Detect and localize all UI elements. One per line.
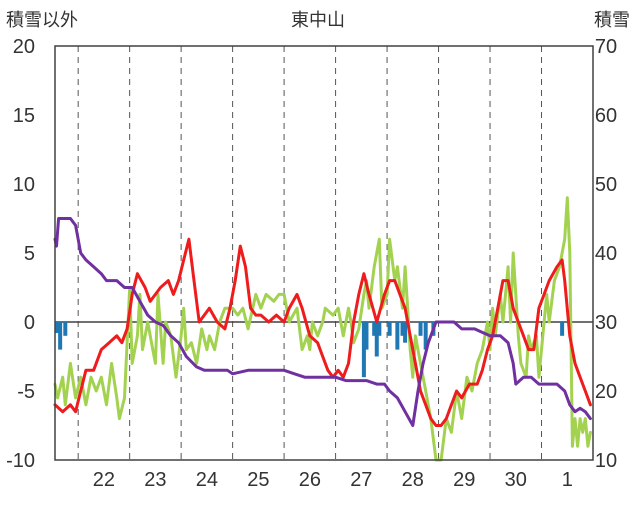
series-line-1 [53,196,592,462]
x-tick-label: 24 [196,469,218,491]
left-y-tick-label: 5 [24,243,35,265]
data-bar [372,322,377,336]
x-tick-label: 1 [562,469,573,491]
plot-frame-layer [54,45,594,461]
x-tick-label: 23 [144,469,166,491]
left-y-tick-label: -10 [6,450,35,472]
line-series-layer [53,196,592,462]
x-tick-label: 29 [453,469,475,491]
right-y-tick-label: 50 [595,174,617,196]
plot-frame [54,45,594,461]
left-y-tick-label: 20 [13,36,35,58]
x-tick-label: 22 [93,469,115,491]
left-y-tick-label: 0 [24,312,35,334]
data-bar [418,322,423,336]
x-tick-label: 25 [247,469,269,491]
right-y-tick-label: 30 [595,312,617,334]
data-bar [374,322,379,357]
data-bar [377,322,382,336]
series-line-3 [53,217,592,427]
data-bar [560,322,565,336]
left-y-tick-label: -5 [17,381,35,403]
grid-layer [55,46,593,460]
right-y-tick-label: 20 [595,381,617,403]
x-tick-label: 30 [505,469,527,491]
data-bar [63,322,68,336]
right-y-tick-label: 60 [595,105,617,127]
x-tick-label: 26 [299,469,321,491]
left-y-tick-label: 15 [13,105,35,127]
data-bar [423,322,428,350]
data-bar [400,322,405,336]
left-y-tick-label: 10 [13,174,35,196]
data-bar [58,322,63,350]
right-axis-label: 積雪 [594,10,630,30]
data-bar [403,322,408,343]
data-bar [361,322,366,378]
data-bar [387,322,392,336]
data-bar [395,322,400,350]
right-y-tick-label: 40 [595,243,617,265]
data-bar [55,322,60,334]
series-line-2 [53,237,592,427]
right-y-tick-label: 10 [595,450,617,472]
right-y-tick-label: 70 [595,36,617,58]
x-tick-label: 28 [402,469,424,491]
chart-title: 東中山 [291,10,345,30]
x-tick-label: 27 [350,469,372,491]
data-bar [364,322,369,350]
left-axis-label: 積雪以外 [6,10,78,30]
